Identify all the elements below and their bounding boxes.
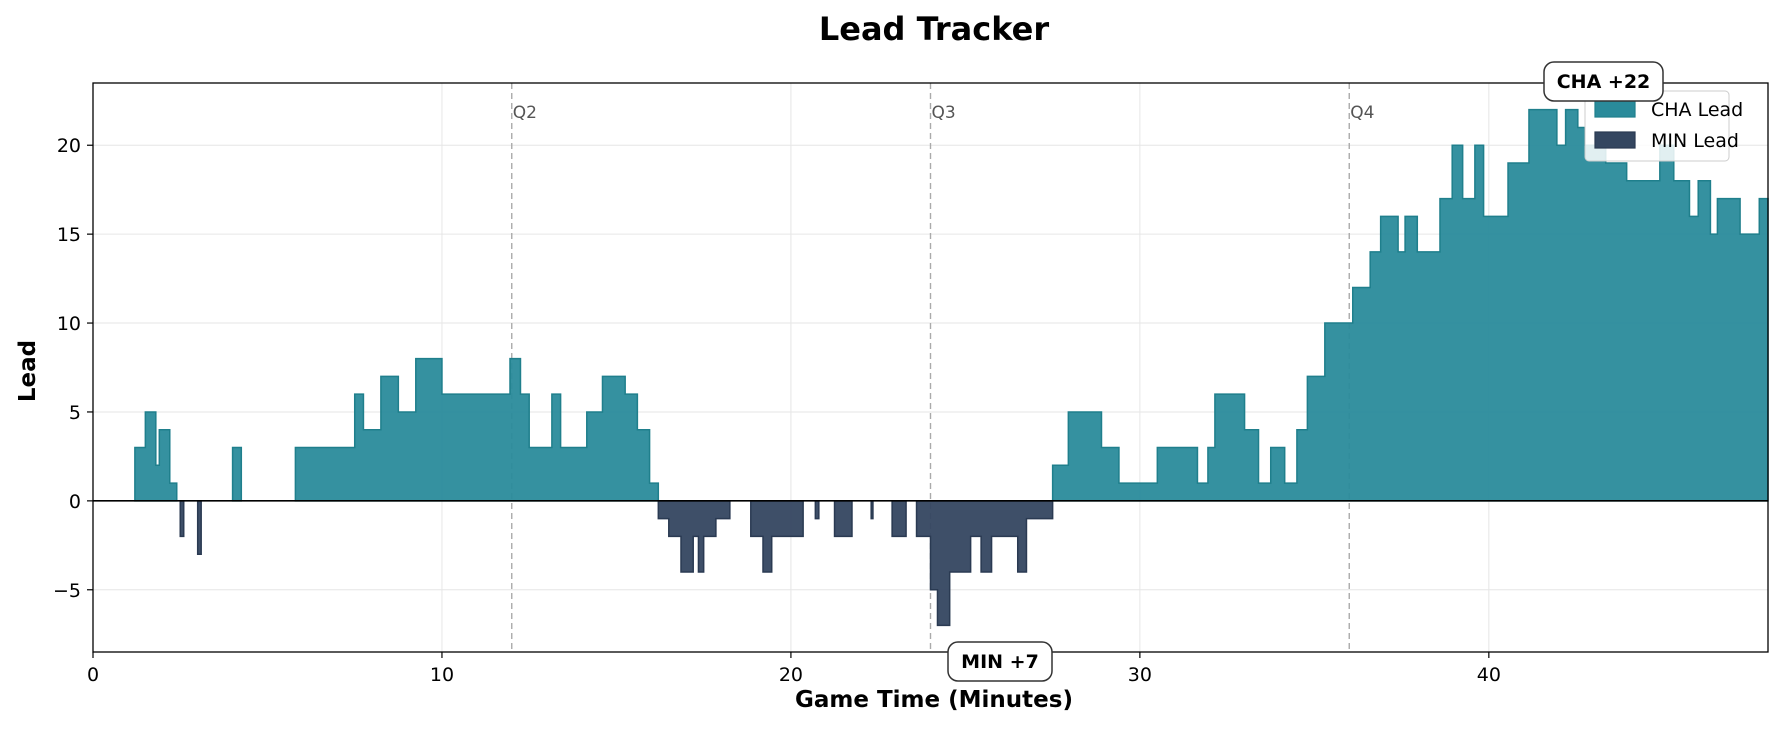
quarter-markers: Q2 Q3 Q4 [511, 83, 1374, 652]
callout-text-min: MIN +7 [961, 651, 1039, 673]
x-tick-label: 20 [779, 664, 803, 686]
x-tick-label: 0 [87, 664, 99, 686]
y-tick-label: 20 [57, 135, 81, 157]
chart-title: Lead Tracker [819, 10, 1050, 48]
y-tick-label: 5 [69, 402, 81, 424]
quarter-label: Q2 [513, 103, 537, 123]
y-axis-label: Lead [15, 340, 41, 402]
x-tick-label: 30 [1128, 664, 1152, 686]
y-tick-label: 0 [69, 491, 81, 513]
x-tick-label: 40 [1477, 664, 1501, 686]
callout-text-cha: CHA +22 [1557, 71, 1651, 93]
y-tick-label: −5 [53, 580, 81, 602]
callout-box-min [947, 641, 1053, 682]
legend-label-min: MIN Lead [1651, 130, 1739, 152]
x-axis-label: Game Time (Minutes) [795, 687, 1073, 713]
quarter-label: Q4 [1350, 103, 1374, 123]
y-axis-ticks: −5 0 5 10 15 20 [53, 135, 93, 602]
legend-label-cha: CHA Lead [1651, 99, 1743, 121]
callout-box-cha [1543, 61, 1664, 102]
y-tick-label: 10 [57, 313, 81, 335]
y-tick-label: 15 [57, 224, 81, 246]
legend-swatch-min [1594, 131, 1636, 149]
plot-frame [92, 82, 1769, 653]
x-axis-ticks: 0 10 20 30 40 [87, 652, 1501, 686]
max-lead-callout-cha: CHA +22 [1543, 61, 1664, 102]
lead-areas [134, 108, 1769, 627]
cha-lead-area [134, 108, 1769, 502]
legend-swatch-cha [1594, 100, 1636, 118]
max-lead-callout-min: MIN +7 [947, 641, 1053, 682]
min-lead-area [179, 500, 1054, 627]
quarter-label: Q3 [932, 103, 956, 123]
x-tick-label: 10 [430, 664, 454, 686]
